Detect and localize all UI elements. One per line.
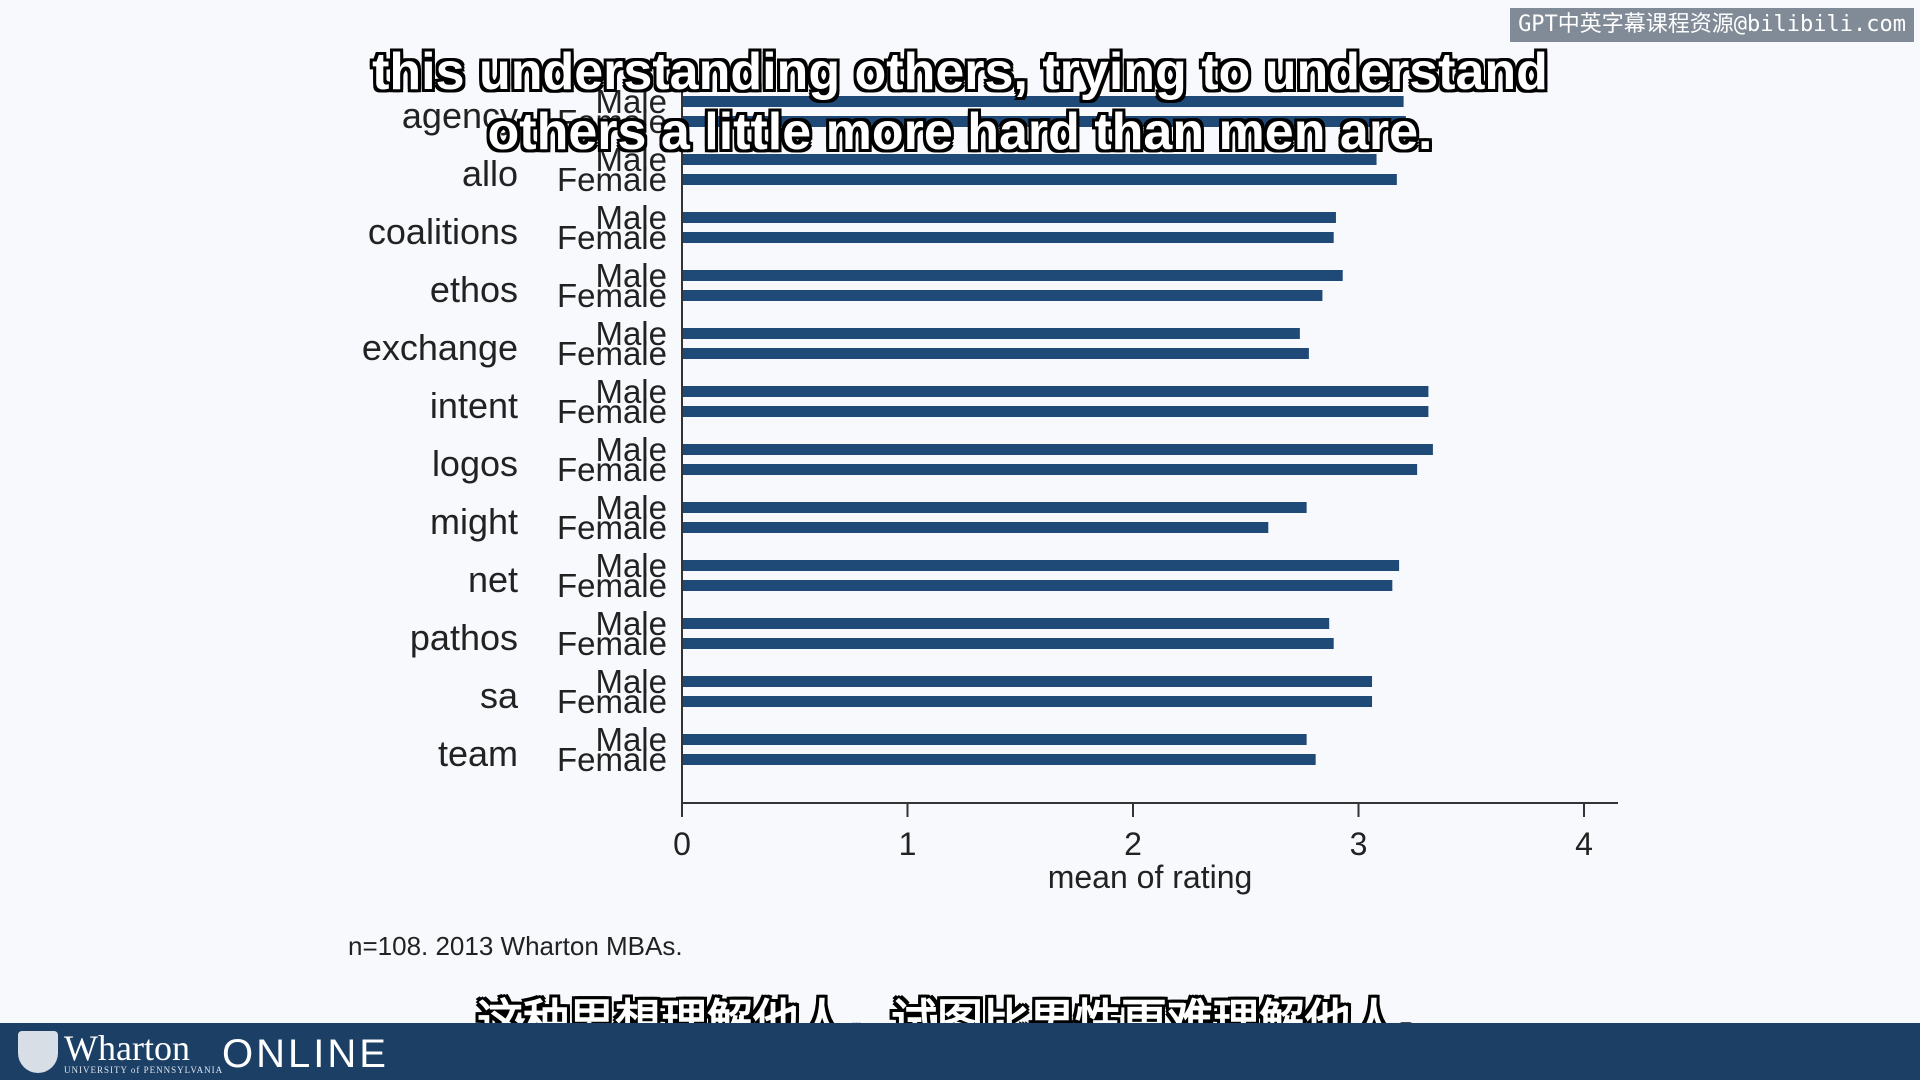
x-tick-label: 0 (673, 826, 691, 862)
bar-female (682, 638, 1334, 649)
group-label-male: Male (595, 373, 667, 410)
bar-male (682, 444, 1433, 455)
online-label: ONLINE (222, 1032, 389, 1076)
group-label-male: Male (595, 721, 667, 758)
category-label: exchange (362, 327, 518, 368)
category-label: might (430, 501, 518, 542)
bar-female (682, 232, 1334, 243)
group-label-male: Male (595, 83, 667, 120)
bar-female (682, 522, 1269, 533)
x-tick-label: 2 (1124, 826, 1142, 862)
group-label-male: Male (595, 431, 667, 468)
subtitle-en-line2: others a little more hard than men are. (487, 103, 1433, 161)
group-label-female: Female (557, 277, 667, 314)
bar-male (682, 96, 1404, 107)
group-label-female: Female (557, 335, 667, 372)
bar-female (682, 754, 1316, 765)
group-label-male: Male (595, 489, 667, 526)
footer-bar: Wharton UNIVERSITY of PENNSYLVANIA ONLIN… (0, 1023, 1920, 1080)
category-label: intent (430, 385, 518, 426)
group-label-female: Female (557, 625, 667, 662)
bar-female (682, 696, 1373, 707)
group-label-female: Female (557, 683, 667, 720)
group-label-male: Male (595, 257, 667, 294)
group-label-female: Female (557, 567, 667, 604)
category-label: sa (480, 675, 519, 716)
x-axis-title: mean of rating (1048, 859, 1253, 895)
category-label: team (438, 733, 518, 774)
brand-name: Wharton (64, 1028, 190, 1068)
group-label-male: Male (595, 547, 667, 584)
category-label: net (468, 559, 518, 600)
group-label-male: Male (595, 605, 667, 642)
x-tick-label: 1 (899, 826, 917, 862)
bar-male (682, 212, 1336, 223)
bar-male (682, 734, 1307, 745)
wharton-shield-icon (18, 1031, 58, 1073)
group-label-female: Female (557, 393, 667, 430)
group-label-female: Female (557, 741, 667, 778)
group-label-male: Male (595, 315, 667, 352)
x-tick-label: 4 (1575, 826, 1593, 862)
bar-male (682, 270, 1343, 281)
bar-female (682, 174, 1397, 185)
category-label: coalitions (368, 211, 518, 252)
bar-female (682, 348, 1309, 359)
bar-male (682, 676, 1373, 687)
bar-female (682, 290, 1323, 301)
category-label: logos (432, 443, 518, 484)
bar-male (682, 502, 1307, 513)
group-label-male: Male (595, 141, 667, 178)
subtitle-en-line1: this understanding others, trying to und… (372, 43, 1548, 101)
group-label-male: Male (595, 663, 667, 700)
group-label-female: Female (557, 509, 667, 546)
category-label: agency (402, 95, 518, 136)
category-label: allo (462, 153, 518, 194)
bar-male (682, 328, 1300, 339)
bar-male (682, 560, 1400, 571)
bar-male (682, 618, 1330, 629)
group-label-female: Female (557, 161, 667, 198)
bar-female (682, 116, 1406, 127)
category-label: ethos (430, 269, 518, 310)
x-tick-label: 3 (1350, 826, 1368, 862)
bar-female (682, 580, 1393, 591)
group-label-female: Female (557, 451, 667, 488)
group-label-female: Female (557, 103, 667, 140)
watermark: GPT中英字幕课程资源@bilibili.com (1510, 8, 1914, 42)
bar-female (682, 406, 1429, 417)
brand-subtitle: UNIVERSITY of PENNSYLVANIA (64, 1065, 224, 1075)
bar-male (682, 386, 1429, 397)
footnote: n=108. 2013 Wharton MBAs. (348, 931, 683, 961)
group-label-female: Female (557, 219, 667, 256)
category-label: pathos (410, 617, 518, 658)
group-label-male: Male (595, 199, 667, 236)
bar-male (682, 154, 1377, 165)
bar-female (682, 464, 1418, 475)
